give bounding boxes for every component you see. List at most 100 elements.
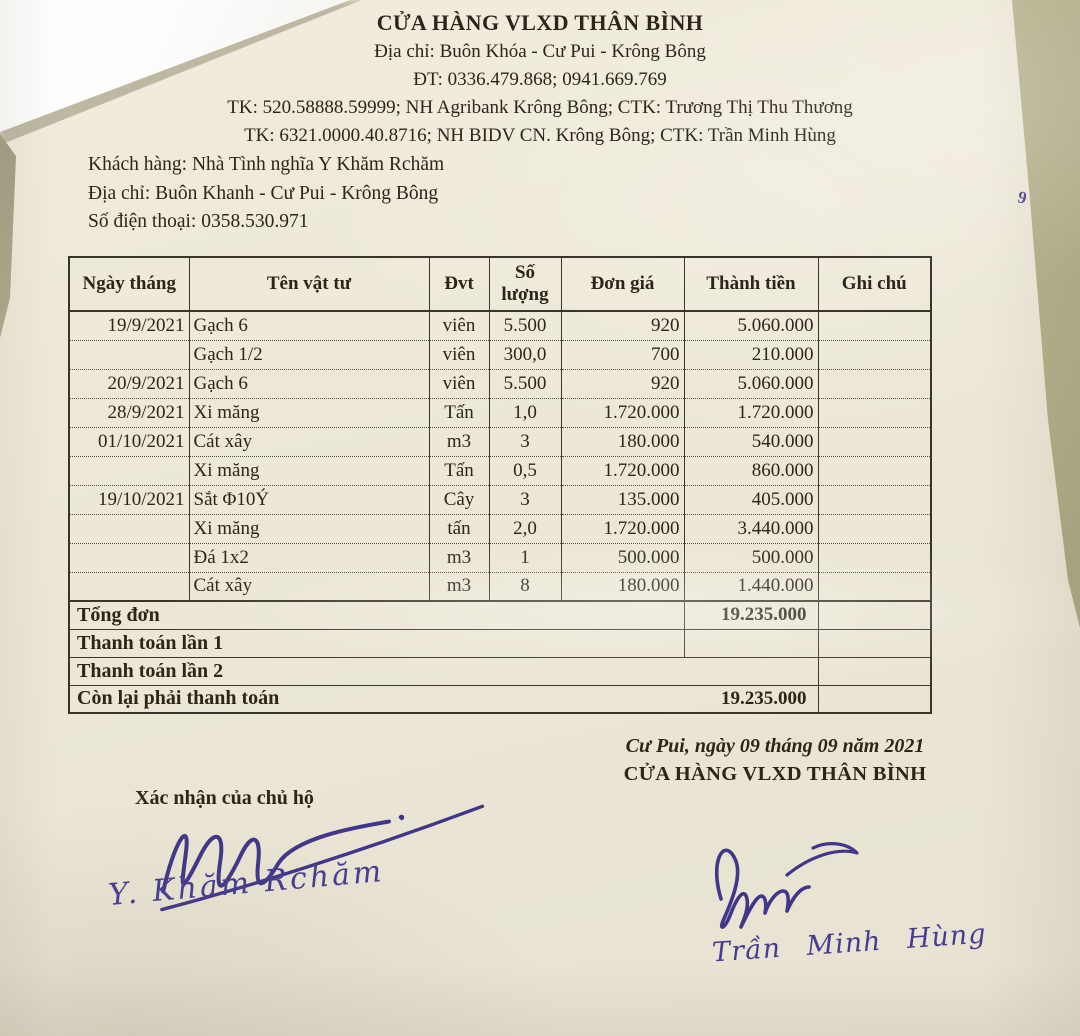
column-header: Tên vật tư bbox=[188, 257, 429, 312]
cell-amount: 5.060.000 bbox=[683, 369, 818, 399]
store-address: Địa chỉ: Buôn Khóa - Cư Pui - Krông Bông bbox=[374, 41, 706, 62]
summary-amount bbox=[683, 628, 818, 657]
summary-label: Thanh toán lần 1 bbox=[69, 628, 684, 657]
cell-note bbox=[817, 340, 931, 370]
item-row: 01/10/2021 Cát xây m3 3 180.000 540.000 bbox=[69, 427, 931, 457]
item-row: Xi măng tấn 2,0 1.720.000 3.440.000 bbox=[69, 514, 931, 544]
cell-qty: 1,0 bbox=[488, 398, 561, 428]
cell-item: Xi măng bbox=[188, 514, 429, 544]
invoice-table-summary: Tổng đơn 19.235.000 Thanh toán lần 1 Thanh … bbox=[69, 600, 931, 713]
signoff-block: Cư Pui, ngày 09 tháng 09 năm 2021 CỬA HÀ… bbox=[560, 733, 990, 788]
cell-note bbox=[817, 514, 931, 544]
cell-qty: 2,0 bbox=[488, 514, 561, 544]
cell-date bbox=[69, 572, 189, 601]
customer-name: Khách hàng: Nhà Tình nghĩa Y Khăm Rchăm bbox=[88, 154, 445, 175]
cell-date: 20/9/2021 bbox=[69, 369, 189, 399]
cell-qty: 8 bbox=[488, 572, 561, 601]
cell-amount: 1.720.000 bbox=[683, 398, 818, 428]
item-row: 19/9/2021 Gạch 6 viên 5.500 920 5.060.000 bbox=[69, 311, 931, 341]
cell-price: 180.000 bbox=[560, 572, 684, 601]
cell-amount: 405.000 bbox=[683, 485, 818, 515]
store-bank-account-2: TK: 6321.0000.40.8716; NH BIDV CN. Krông… bbox=[244, 125, 836, 146]
cell-note bbox=[817, 398, 931, 428]
summary-note bbox=[817, 600, 931, 629]
cell-price: 1.720.000 bbox=[560, 398, 684, 428]
cell-price: 500.000 bbox=[560, 543, 684, 573]
customer-phone: Số điện thoại: 0358.530.971 bbox=[88, 211, 309, 232]
invoice-table: Ngày tháng Tên vật tư Đvt Số lượng Đơn giá Th… bbox=[68, 256, 932, 714]
summary-row: Thanh toán lần 2 bbox=[69, 656, 931, 685]
item-row: Xi măng Tấn 0,5 1.720.000 860.000 bbox=[69, 456, 931, 486]
summary-note bbox=[817, 656, 931, 685]
column-header: Thành tiền bbox=[683, 257, 818, 312]
signoff-store-name: CỬA HÀNG VLXD THÂN BÌNH bbox=[623, 763, 927, 785]
cell-item: Xi măng bbox=[188, 456, 429, 486]
column-header: Đơn giá bbox=[560, 257, 684, 312]
cell-date: 28/9/2021 bbox=[69, 398, 189, 428]
store-phone: ĐT: 0336.479.868; 0941.669.769 bbox=[413, 69, 667, 90]
cell-unit: viên bbox=[428, 369, 489, 399]
cell-price: 1.720.000 bbox=[560, 456, 684, 486]
cell-note bbox=[817, 456, 931, 486]
cell-item: Xi măng bbox=[188, 398, 429, 428]
cell-price: 1.720.000 bbox=[560, 514, 684, 544]
item-row: Gạch 1/2 viên 300,0 700 210.000 bbox=[69, 340, 931, 370]
item-row: 20/9/2021 Gạch 6 viên 5.500 920 5.060.000 bbox=[69, 369, 931, 399]
cell-date bbox=[69, 514, 189, 544]
summary-label: Còn lại phải thanh toán bbox=[69, 684, 684, 713]
cell-unit: Tấn bbox=[428, 398, 489, 428]
place-date-line: Cư Pui, ngày 09 tháng 09 năm 2021 bbox=[625, 735, 925, 757]
cell-item: Cát xây bbox=[188, 572, 429, 601]
cell-unit: m3 bbox=[428, 572, 489, 601]
cell-price: 135.000 bbox=[560, 485, 684, 515]
cell-date: 19/9/2021 bbox=[69, 311, 189, 341]
cell-date: 01/10/2021 bbox=[69, 427, 189, 457]
cell-amount: 540.000 bbox=[683, 427, 818, 457]
cell-amount: 500.000 bbox=[683, 543, 818, 573]
customer-signed-name: Y. Khăm Rchăm bbox=[107, 854, 386, 913]
cell-date bbox=[69, 543, 189, 573]
summary-amount: 19.235.000 bbox=[683, 600, 818, 629]
invoice-table-body: 19/9/2021 Gạch 6 viên 5.500 920 5.060.000 Gạch… bbox=[69, 311, 931, 601]
cell-qty: 1 bbox=[488, 543, 561, 573]
pen-edge-mark: 9 bbox=[1016, 187, 1029, 208]
summary-note bbox=[817, 628, 931, 657]
seller-signature bbox=[715, 842, 859, 929]
cell-item: Gạch 6 bbox=[188, 369, 429, 399]
cell-qty: 3 bbox=[488, 427, 561, 457]
cell-price: 920 bbox=[560, 369, 684, 399]
cell-qty: 0,5 bbox=[488, 456, 561, 486]
invoice-header: CỬA HÀNG VLXD THÂN BÌNH Địa chỉ: Buôn Kh… bbox=[0, 7, 1080, 150]
store-name: CỬA HÀNG VLXD THÂN BÌNH bbox=[376, 10, 704, 35]
cell-note bbox=[817, 485, 931, 515]
household-confirm-label: Xác nhận của chủ hộ bbox=[135, 787, 314, 809]
summary-row: Tổng đơn 19.235.000 bbox=[69, 600, 931, 629]
cell-unit: tấn bbox=[428, 514, 489, 544]
cell-date bbox=[69, 340, 189, 370]
cell-unit: Tấn bbox=[428, 456, 489, 486]
cell-date: 19/10/2021 bbox=[69, 485, 189, 515]
cell-qty: 300,0 bbox=[488, 340, 561, 370]
cell-unit: viên bbox=[428, 311, 489, 341]
column-header: Ghi chú bbox=[817, 257, 931, 312]
cell-note bbox=[817, 543, 931, 573]
cell-item: Đá 1x2 bbox=[188, 543, 429, 573]
seller-signed-name: Trần Minh Hùng bbox=[711, 918, 988, 969]
cell-amount: 210.000 bbox=[683, 340, 818, 370]
column-header: Đvt bbox=[428, 257, 489, 312]
store-bank-account-1: TK: 520.58888.59999; NH Agribank Krông B… bbox=[227, 97, 853, 118]
desk-surface-left bbox=[0, 134, 16, 338]
cell-amount: 5.060.000 bbox=[683, 311, 818, 341]
cell-date bbox=[69, 456, 189, 486]
item-row: Cát xây m3 8 180.000 1.440.000 bbox=[69, 572, 931, 601]
cell-qty: 5.500 bbox=[488, 369, 561, 399]
summary-row: Còn lại phải thanh toán 19.235.000 bbox=[69, 684, 931, 713]
cell-qty: 5.500 bbox=[488, 311, 561, 341]
cell-item: Cát xây bbox=[188, 427, 429, 457]
cell-unit: m3 bbox=[428, 543, 489, 573]
summary-row: Thanh toán lần 1 bbox=[69, 628, 931, 657]
summary-label: Thanh toán lần 2 bbox=[69, 656, 684, 685]
cell-note bbox=[817, 311, 931, 341]
cell-qty: 3 bbox=[488, 485, 561, 515]
